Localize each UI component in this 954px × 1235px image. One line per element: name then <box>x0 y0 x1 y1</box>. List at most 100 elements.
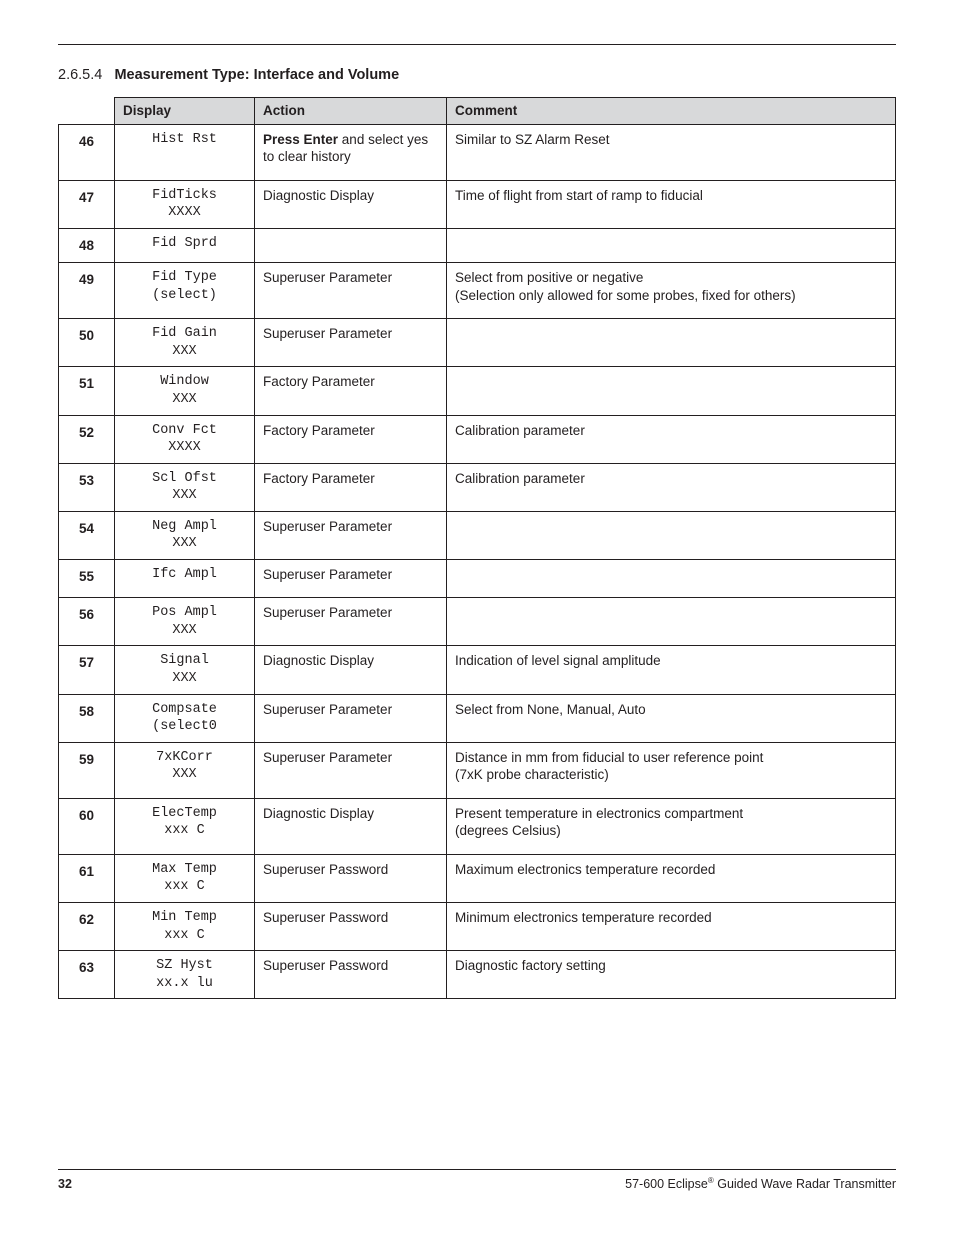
comment-cell: Similar to SZ Alarm Reset <box>447 124 896 180</box>
table-row: 57Signal XXXDiagnostic DisplayIndication… <box>59 646 896 694</box>
comment-cell: Time of flight from start of ramp to fid… <box>447 180 896 228</box>
table-row: 51Window XXXFactory Parameter <box>59 367 896 415</box>
top-rule <box>58 44 896 45</box>
row-number: 56 <box>59 598 115 646</box>
action-cell: Superuser Parameter <box>255 263 447 319</box>
header-comment: Comment <box>447 98 896 125</box>
table-row: 60ElecTemp xxx CDiagnostic DisplayPresen… <box>59 798 896 854</box>
header-blank <box>59 98 115 125</box>
table-row: 49Fid Type (select)Superuser ParameterSe… <box>59 263 896 319</box>
row-number: 49 <box>59 263 115 319</box>
page-number: 32 <box>58 1177 72 1191</box>
table-row: 48Fid Sprd <box>59 228 896 263</box>
action-bold: Press Enter <box>263 132 338 147</box>
display-cell: Pos Ampl XXX <box>115 598 255 646</box>
action-cell: Superuser Parameter <box>255 694 447 742</box>
comment-cell <box>447 598 896 646</box>
table-row: 52Conv Fct XXXXFactory ParameterCalibrat… <box>59 415 896 463</box>
table-row: 597xKCorr XXXSuperuser ParameterDistance… <box>59 742 896 798</box>
table-row: 53Scl Ofst XXXFactory ParameterCalibrati… <box>59 463 896 511</box>
action-cell: Superuser Parameter <box>255 319 447 367</box>
comment-cell: Present temperature in electronics compa… <box>447 798 896 854</box>
comment-cell <box>447 228 896 263</box>
action-cell: Diagnostic Display <box>255 180 447 228</box>
row-number: 62 <box>59 902 115 950</box>
table-row: 54Neg Ampl XXXSuperuser Parameter <box>59 511 896 559</box>
row-number: 60 <box>59 798 115 854</box>
row-number: 57 <box>59 646 115 694</box>
display-cell: Fid Gain XXX <box>115 319 255 367</box>
comment-cell: Minimum electronics temperature recorded <box>447 902 896 950</box>
action-cell: Superuser Password <box>255 854 447 902</box>
row-number: 52 <box>59 415 115 463</box>
header-display: Display <box>115 98 255 125</box>
row-number: 53 <box>59 463 115 511</box>
display-cell: Min Temp xxx C <box>115 902 255 950</box>
table-row: 50Fid Gain XXXSuperuser Parameter <box>59 319 896 367</box>
section-number: 2.6.5.4 <box>58 67 102 83</box>
display-cell: Neg Ampl XXX <box>115 511 255 559</box>
comment-cell: Calibration parameter <box>447 463 896 511</box>
table-row: 55Ifc AmplSuperuser Parameter <box>59 559 896 598</box>
display-cell: Max Temp xxx C <box>115 854 255 902</box>
display-cell: Fid Sprd <box>115 228 255 263</box>
display-cell: FidTicks XXXX <box>115 180 255 228</box>
table-header-row: Display Action Comment <box>59 98 896 125</box>
display-cell: Signal XXX <box>115 646 255 694</box>
row-number: 55 <box>59 559 115 598</box>
table-row: 63SZ Hyst xx.x luSuperuser PasswordDiagn… <box>59 951 896 999</box>
table-row: 46Hist RstPress Enter and select yes to … <box>59 124 896 180</box>
row-number: 46 <box>59 124 115 180</box>
display-cell: SZ Hyst xx.x lu <box>115 951 255 999</box>
comment-cell: Calibration parameter <box>447 415 896 463</box>
display-cell: 7xKCorr XXX <box>115 742 255 798</box>
action-cell: Diagnostic Display <box>255 646 447 694</box>
display-cell: Ifc Ampl <box>115 559 255 598</box>
row-number: 61 <box>59 854 115 902</box>
row-number: 59 <box>59 742 115 798</box>
row-number: 63 <box>59 951 115 999</box>
row-number: 58 <box>59 694 115 742</box>
display-cell: Window XXX <box>115 367 255 415</box>
comment-cell: Maximum electronics temperature recorded <box>447 854 896 902</box>
action-cell: Factory Parameter <box>255 463 447 511</box>
action-cell: Diagnostic Display <box>255 798 447 854</box>
table-row: 58Compsate (select0Superuser ParameterSe… <box>59 694 896 742</box>
comment-cell <box>447 367 896 415</box>
action-cell: Superuser Parameter <box>255 511 447 559</box>
table-row: 62Min Temp xxx CSuperuser PasswordMinimu… <box>59 902 896 950</box>
display-cell: Scl Ofst XXX <box>115 463 255 511</box>
table-row: 61Max Temp xxx CSuperuser PasswordMaximu… <box>59 854 896 902</box>
display-cell: Conv Fct XXXX <box>115 415 255 463</box>
comment-cell: Diagnostic factory setting <box>447 951 896 999</box>
row-number: 47 <box>59 180 115 228</box>
action-cell: Superuser Parameter <box>255 742 447 798</box>
comment-cell <box>447 559 896 598</box>
table-row: 56Pos Ampl XXXSuperuser Parameter <box>59 598 896 646</box>
section-title: Measurement Type: Interface and Volume <box>114 67 399 83</box>
display-cell: Hist Rst <box>115 124 255 180</box>
section-heading: 2.6.5.4 Measurement Type: Interface and … <box>58 67 896 83</box>
action-cell: Factory Parameter <box>255 367 447 415</box>
row-number: 50 <box>59 319 115 367</box>
row-number: 51 <box>59 367 115 415</box>
comment-cell <box>447 319 896 367</box>
display-cell: ElecTemp xxx C <box>115 798 255 854</box>
display-cell: Fid Type (select) <box>115 263 255 319</box>
comment-cell: Distance in mm from fiducial to user ref… <box>447 742 896 798</box>
comment-cell: Select from None, Manual, Auto <box>447 694 896 742</box>
table-row: 47FidTicks XXXXDiagnostic DisplayTime of… <box>59 180 896 228</box>
action-cell: Superuser Parameter <box>255 598 447 646</box>
display-cell: Compsate (select0 <box>115 694 255 742</box>
action-cell: Superuser Parameter <box>255 559 447 598</box>
footer-doc-title: 57-600 Eclipse® Guided Wave Radar Transm… <box>625 1176 896 1191</box>
parameter-table: Display Action Comment 46Hist RstPress E… <box>58 97 896 999</box>
comment-cell: Select from positive or negative (Select… <box>447 263 896 319</box>
action-cell: Press Enter and select yes to clear hist… <box>255 124 447 180</box>
action-cell <box>255 228 447 263</box>
action-cell: Superuser Password <box>255 902 447 950</box>
action-cell: Factory Parameter <box>255 415 447 463</box>
page-footer: 32 57-600 Eclipse® Guided Wave Radar Tra… <box>58 1169 896 1191</box>
header-action: Action <box>255 98 447 125</box>
comment-cell: Indication of level signal amplitude <box>447 646 896 694</box>
